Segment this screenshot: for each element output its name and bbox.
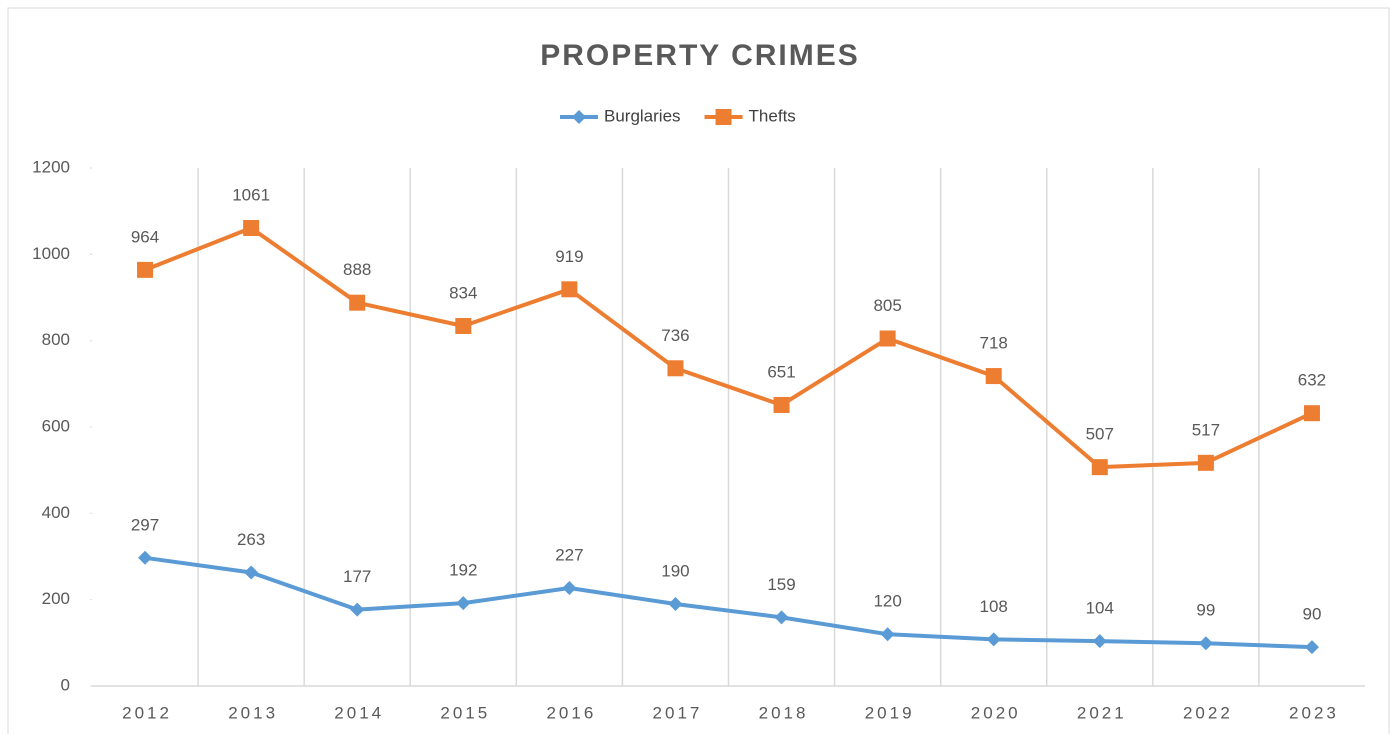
y-tick-label: 1000	[32, 244, 70, 263]
marker	[667, 360, 684, 377]
data-label: 297	[131, 515, 159, 534]
marker	[773, 396, 790, 413]
x-tick-label: 2019	[865, 703, 915, 722]
marker	[562, 581, 577, 596]
data-label: 90	[1302, 605, 1321, 624]
marker	[774, 610, 789, 625]
marker	[561, 281, 578, 298]
marker	[1303, 405, 1320, 422]
data-label: 805	[873, 296, 901, 315]
marker	[1092, 634, 1107, 649]
series-line	[144, 555, 1313, 650]
data-label: 99	[1196, 601, 1215, 620]
data-label: 507	[1086, 425, 1114, 444]
marker	[455, 317, 472, 334]
data-label: 108	[980, 597, 1008, 616]
x-tick-label: 2013	[228, 703, 278, 722]
x-tick-label: 2012	[122, 703, 172, 722]
x-tick-label: 2016	[546, 703, 596, 722]
marker	[880, 627, 895, 642]
y-tick-label: 400	[42, 503, 70, 522]
x-tick-label: 2021	[1077, 703, 1127, 722]
data-label: 120	[873, 592, 901, 611]
marker	[137, 261, 154, 278]
marker	[349, 294, 366, 311]
data-label: 888	[343, 260, 371, 279]
data-label: 227	[555, 545, 583, 564]
marker	[456, 596, 471, 611]
y-tick-label: 1200	[32, 157, 70, 176]
data-label: 718	[980, 334, 1008, 353]
x-tick-label: 2014	[334, 703, 384, 722]
x-tick-label: 2017	[653, 703, 703, 722]
data-label: 104	[1086, 599, 1114, 618]
data-label: 177	[343, 567, 371, 586]
data-label: 159	[767, 575, 795, 594]
marker	[879, 330, 896, 347]
legend-marker	[572, 110, 586, 124]
data-label: 263	[237, 530, 265, 549]
marker	[243, 220, 260, 237]
data-label: 192	[449, 561, 477, 580]
data-label: 736	[661, 326, 689, 345]
y-tick-label: 800	[42, 330, 70, 349]
data-label: 632	[1298, 371, 1326, 390]
y-tick-label: 600	[42, 416, 70, 435]
x-tick-label: 2015	[440, 703, 490, 722]
marker	[1304, 640, 1319, 655]
marker	[1197, 454, 1214, 471]
marker	[985, 368, 1002, 385]
legend-marker	[715, 109, 732, 125]
legend-label: Thefts	[749, 106, 796, 125]
marker	[350, 602, 365, 617]
y-tick-label: 0	[61, 675, 70, 694]
chart-frame	[7, 7, 1390, 734]
marker	[138, 550, 153, 565]
y-tick-label: 200	[42, 589, 70, 608]
data-label: 964	[131, 227, 159, 246]
data-label: 517	[1192, 420, 1220, 439]
data-label: 919	[555, 247, 583, 266]
data-label: 651	[767, 362, 795, 381]
marker	[244, 565, 259, 580]
x-tick-label: 2023	[1289, 703, 1339, 722]
data-label: 834	[449, 283, 477, 302]
x-tick-label: 2022	[1183, 703, 1233, 722]
series-line	[144, 226, 1313, 470]
marker	[668, 596, 683, 611]
marker	[1198, 636, 1213, 651]
x-tick-label: 2018	[759, 703, 809, 722]
marker	[986, 632, 1001, 647]
legend-label: Burglaries	[604, 106, 681, 125]
data-label: 190	[661, 561, 689, 580]
x-tick-label: 2020	[971, 703, 1021, 722]
data-label: 1061	[232, 185, 270, 204]
chart-title: PROPERTY CRIMES	[540, 39, 860, 72]
marker	[1091, 459, 1108, 476]
